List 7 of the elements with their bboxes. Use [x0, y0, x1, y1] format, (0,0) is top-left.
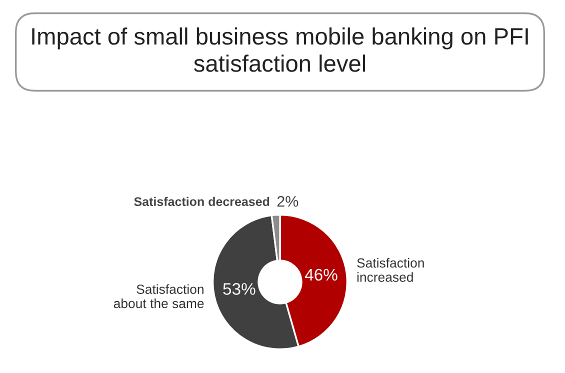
slice-label: Satisfaction decreased: [134, 196, 270, 206]
data-label: 53%: [223, 283, 256, 295]
chart-title: Impact of small business mobile banking on PFI satisfaction level: [32, 27, 528, 72]
data-label: 46%: [304, 268, 338, 281]
slice-label: Satisfaction increased: [357, 258, 424, 282]
data-label: 2%: [277, 196, 298, 207]
slice-label: Satisfaction about the same: [114, 284, 204, 308]
